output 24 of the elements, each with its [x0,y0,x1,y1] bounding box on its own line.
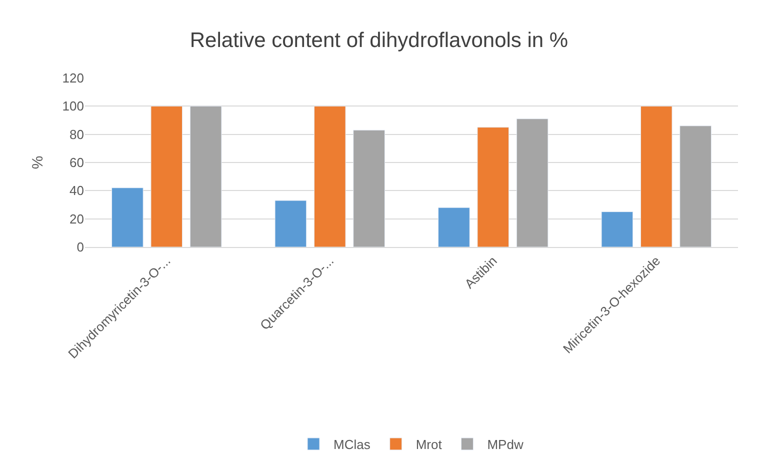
bar [150,106,183,247]
bar [680,126,712,247]
chart-title: Relative content of dihydroflavonols in % [190,28,568,52]
bar [112,188,144,247]
y-tick-label: 80 [70,126,84,142]
y-tick-label: 20 [70,211,84,226]
bar [601,212,634,247]
bar [477,127,510,247]
bar [353,130,385,247]
bar [640,106,672,247]
bar [274,200,307,247]
legend-label: Mrot [416,437,442,452]
bar [190,106,222,247]
bar [314,106,346,247]
y-axis-title: % [30,156,47,170]
legend-label: MPdw [487,437,524,452]
bar [438,207,470,247]
y-tick-label: 120 [62,70,84,86]
y-tick-label: 100 [62,98,84,114]
y-tick-label: 40 [70,183,84,198]
legend-label: MClas [334,437,371,452]
y-tick-label: 0 [76,240,84,255]
y-tick-label: 60 [70,155,84,170]
bar [516,118,548,247]
